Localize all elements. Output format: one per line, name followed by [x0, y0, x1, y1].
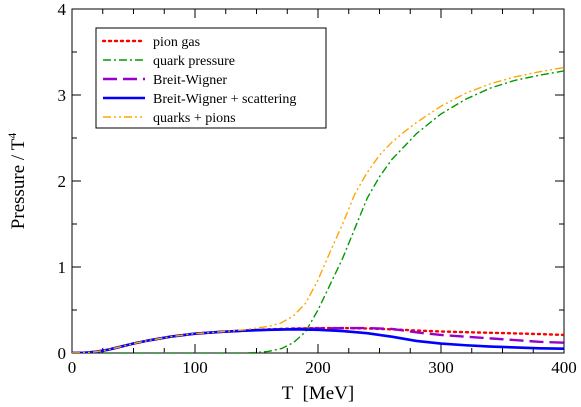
legend-label-2: quark pressure: [153, 54, 235, 69]
y-axis-label-main: Pressure / T: [8, 138, 29, 229]
x-tick-label: 300: [428, 358, 454, 377]
x-axis-label: T [MeV]: [282, 383, 354, 404]
series-line-2: [72, 70, 564, 353]
series-layer: [72, 66, 564, 353]
legend-label-3: Breit-Wigner: [153, 73, 227, 88]
legend: pion gas quark pressure Breit-Wigner Breit-…: [95, 27, 327, 129]
y-tick-label: 4: [58, 0, 67, 19]
x-tick-label: 100: [182, 358, 208, 377]
y-tick-label: 2: [58, 172, 67, 191]
legend-label-5: quarks + pions: [153, 111, 236, 126]
y-axis-label: Pressure / T4: [5, 133, 29, 229]
y-tick-label: 3: [58, 86, 67, 105]
x-tick-label: 200: [305, 358, 331, 377]
legend-label-4: Breit-Wigner + scattering: [153, 92, 296, 107]
y-axis-label-superscript: 4: [5, 133, 19, 139]
y-tick-label: 1: [58, 258, 67, 277]
axis-ticks: 0 100 200 300 400 0 1 2 3 4: [58, 0, 577, 377]
y-tick-label: 0: [58, 344, 67, 363]
x-tick-label: 0: [68, 358, 77, 377]
legend-label-1: pion gas: [153, 35, 200, 50]
series-line-5: [72, 66, 564, 353]
x-tick-label: 400: [551, 358, 577, 377]
